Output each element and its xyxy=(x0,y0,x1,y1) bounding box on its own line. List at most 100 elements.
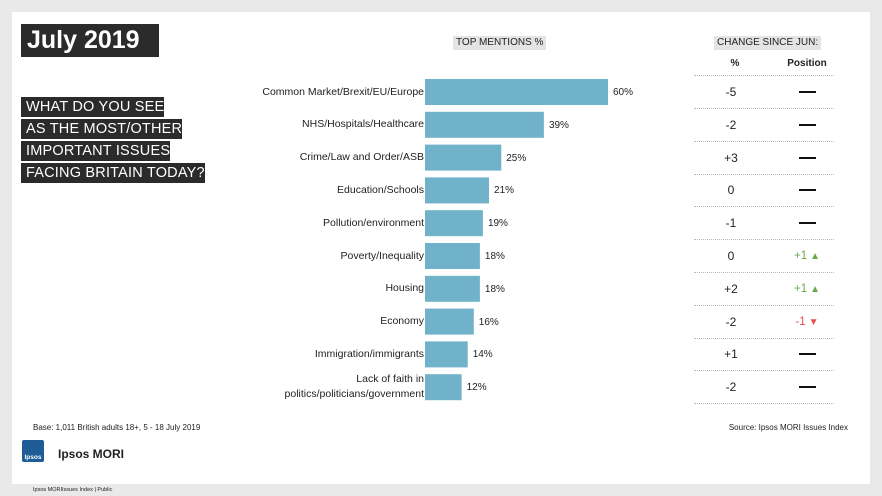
position-change-value: +1 xyxy=(793,250,808,262)
top-mentions-header: TOP MENTIONS % xyxy=(453,36,547,50)
change-value: +2 xyxy=(724,281,738,296)
bar xyxy=(425,111,544,138)
position-change xyxy=(777,347,837,361)
page-title: July 2019 xyxy=(21,24,159,57)
row-divider xyxy=(694,108,834,109)
change-value: -2 xyxy=(725,314,737,329)
bar-value-label: 39% xyxy=(548,119,569,131)
change-value: 0 xyxy=(727,249,735,263)
no-change-dash-icon xyxy=(798,90,816,93)
category-label-line: Housing xyxy=(385,282,424,295)
position-change xyxy=(777,85,837,99)
position-change-value: +1 xyxy=(793,282,808,295)
question-line: AS THE MOST/OTHER xyxy=(21,119,183,139)
bar-value-label: 18% xyxy=(484,251,505,262)
bar-value-label: 60% xyxy=(613,87,634,98)
category-label-line: Economy xyxy=(380,315,424,328)
category-label-line: Pollution/environment xyxy=(323,216,424,229)
bar-value-label: 19% xyxy=(487,218,508,230)
category-label-line: politics/politicians/government xyxy=(284,388,424,401)
category-label: Lack of faith in politics/politicians/gov… xyxy=(285,372,424,402)
position-change xyxy=(777,151,837,165)
no-change-dash-icon xyxy=(798,123,816,126)
base-note: Base: 1,011 British adults 18+, 5 - 18 J… xyxy=(33,423,201,432)
category-label: Immigration/immigrants xyxy=(315,347,424,362)
down-arrow-icon: ▼ xyxy=(808,316,819,328)
position-change xyxy=(777,118,837,132)
change-value: +1 xyxy=(724,347,738,362)
position-change: -1 ▼ xyxy=(777,315,837,330)
row-divider xyxy=(694,370,834,372)
change-value: -1 xyxy=(725,216,737,231)
category-label: Pollution/environment xyxy=(323,216,424,231)
position-change: +1 ▲ xyxy=(777,249,837,264)
category-label: Crime/Law and Order/ASB xyxy=(300,150,424,165)
pct-subheader: % xyxy=(730,58,740,69)
row-divider xyxy=(694,140,834,142)
bar xyxy=(425,210,483,237)
up-arrow-icon: ▲ xyxy=(810,283,821,295)
row-divider xyxy=(694,239,834,241)
row-divider xyxy=(694,173,834,175)
category-label-line: Immigration/immigrants xyxy=(314,347,424,360)
change-value: +3 xyxy=(724,150,738,165)
position-change xyxy=(777,380,837,394)
bar-value-label: 21% xyxy=(494,185,515,197)
category-label: Education/Schools xyxy=(337,183,424,198)
no-change-dash-icon xyxy=(798,156,816,159)
row-divider xyxy=(694,304,834,306)
brand-name: Ipsos MORI xyxy=(58,447,125,461)
category-label: NHS/Hospitals/Healthcare xyxy=(302,117,424,132)
row-divider xyxy=(694,337,834,339)
no-change-dash-icon xyxy=(798,386,816,389)
category-label-line: NHS/Hospitals/Healthcare xyxy=(302,118,424,131)
bar xyxy=(425,144,502,171)
category-label-line: Lack of faith in xyxy=(356,373,424,386)
position-change xyxy=(777,216,837,230)
bar xyxy=(425,275,480,302)
category-label: Economy xyxy=(380,314,424,329)
position-subheader: Position xyxy=(787,58,827,69)
no-change-dash-icon xyxy=(798,189,816,192)
change-value: -2 xyxy=(725,117,737,132)
question-line: IMPORTANT ISSUES xyxy=(21,141,171,161)
source-note: Source: Ipsos MORI Issues Index xyxy=(728,423,848,432)
position-change xyxy=(777,183,837,197)
category-label-line: Common Market/Brexit/EU/Europe xyxy=(262,85,424,98)
no-change-dash-icon xyxy=(798,353,816,356)
legal-note: Ipsos MORIIssues Index | Public xyxy=(33,487,113,493)
no-change-dash-icon xyxy=(798,222,816,225)
bar-value-label: 25% xyxy=(506,152,527,164)
category-label-line: Poverty/Inequality xyxy=(340,249,424,262)
logo-text: Ipsos xyxy=(24,454,42,461)
row-divider xyxy=(694,272,834,273)
ipsos-logo-icon: Ipsos xyxy=(22,440,44,462)
bar-value-label: 18% xyxy=(484,283,505,295)
category-label-line: Crime/Law and Order/ASB xyxy=(299,151,424,164)
bar xyxy=(425,374,462,401)
bar-value-label: 14% xyxy=(472,349,493,361)
up-arrow-icon: ▲ xyxy=(810,251,821,262)
row-divider xyxy=(694,206,834,208)
change-header: CHANGE SINCE JUN: xyxy=(714,36,822,50)
bar xyxy=(425,308,474,335)
row-divider xyxy=(694,403,834,405)
change-value: 0 xyxy=(727,183,735,198)
bar-value-label: 16% xyxy=(478,316,499,328)
category-label-line: Education/Schools xyxy=(337,183,424,196)
bar xyxy=(425,243,480,269)
bar xyxy=(425,341,468,368)
category-label: Housing xyxy=(385,281,424,296)
category-label: Common Market/Brexit/EU/Europe xyxy=(262,85,424,100)
bar xyxy=(425,79,608,105)
bar xyxy=(425,177,489,204)
question-line: FACING BRITAIN TODAY? xyxy=(21,163,205,183)
change-value: -2 xyxy=(725,380,737,395)
position-change: +1 ▲ xyxy=(777,282,837,297)
row-divider xyxy=(694,75,834,76)
position-change-value: -1 xyxy=(795,315,806,328)
bar-value-label: 12% xyxy=(466,382,487,394)
category-label: Poverty/Inequality xyxy=(341,249,424,264)
change-value: -5 xyxy=(725,85,737,99)
